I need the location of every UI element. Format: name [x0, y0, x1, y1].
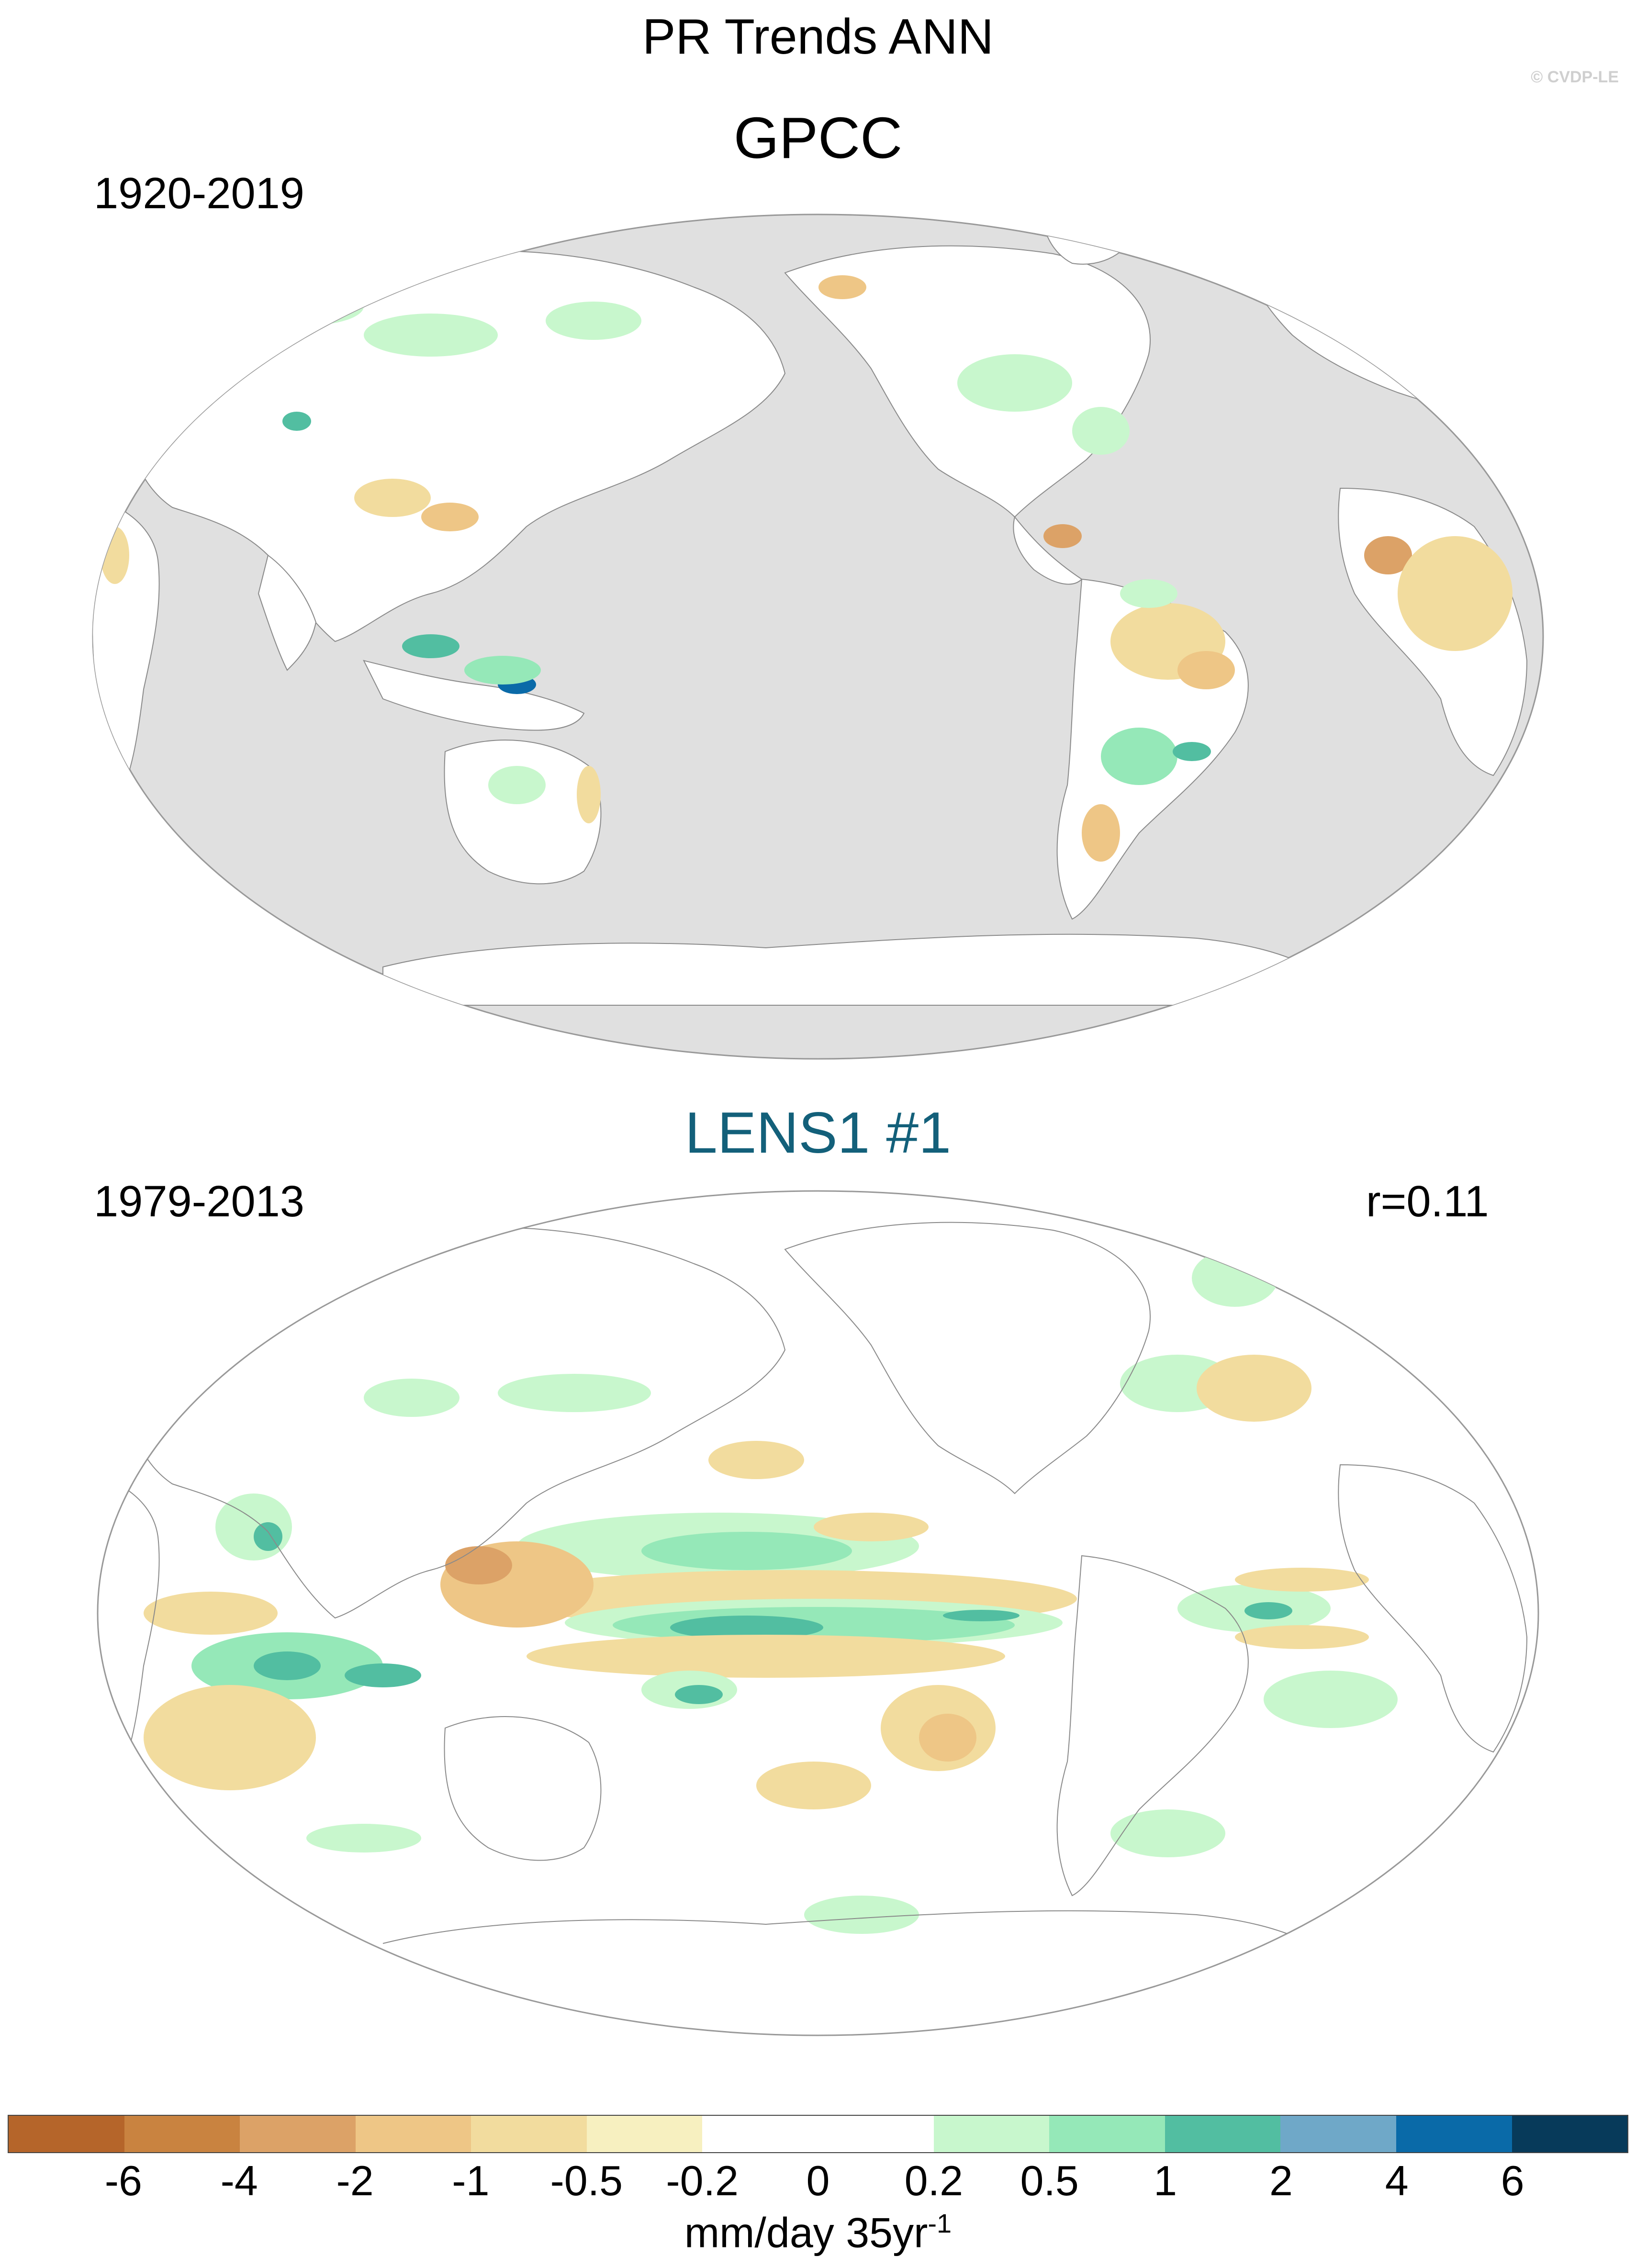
land-eurasia	[131, 250, 786, 642]
figure-title: PR Trends ANN	[642, 9, 994, 65]
colorbar-swatch	[471, 2116, 587, 2152]
colorbar-swatch	[355, 2116, 471, 2152]
panel-1-map	[92, 213, 1544, 1060]
colorbar-tick-label: -0.5	[550, 2157, 623, 2204]
colorbar-swatch	[1396, 2116, 1512, 2152]
colorbar-tick-label: -0.2	[666, 2157, 739, 2204]
colorbar-tick-label: 4	[1385, 2157, 1409, 2204]
copyright-label: © CVDP-LE	[1531, 68, 1619, 86]
land-australia	[444, 740, 602, 885]
map-2-trend-patches	[144, 1245, 1398, 1934]
panel-2-map	[97, 1190, 1539, 2036]
colorbar-swatch	[124, 2116, 240, 2152]
colorbar-tick-label: 0.5	[1020, 2157, 1079, 2204]
colorbar-swatch	[586, 2116, 703, 2152]
colorbar-tick-label: 6	[1501, 2157, 1524, 2204]
panel-1-title: GPCC	[733, 105, 903, 170]
colorbar-swatch	[1165, 2116, 1281, 2152]
land-central-america	[1013, 516, 1083, 585]
colorbar-tick-label: 0	[806, 2157, 830, 2204]
map-1-trend-patches	[101, 214, 1513, 862]
colorbar-tick-label: -6	[104, 2157, 142, 2204]
colorbar-units-text: mm/day 35yr	[684, 2209, 928, 2257]
colorbar	[8, 2115, 1628, 2153]
colorbar-swatch	[702, 2116, 818, 2152]
colorbar-swatch	[9, 2116, 124, 2152]
panel-2-correlation: r=0.11	[1366, 1177, 1489, 1226]
land-india	[258, 554, 317, 671]
colorbar-tick-label: 2	[1269, 2157, 1293, 2204]
colorbar-tick-label: 1	[1154, 2157, 1177, 2204]
colorbar-tick-label: -1	[452, 2157, 490, 2204]
colorbar-swatch	[933, 2116, 1050, 2152]
colorbar-tick-label: -4	[220, 2157, 258, 2204]
map-2-coastlines	[98, 1222, 1528, 1982]
colorbar-swatch	[1280, 2116, 1396, 2152]
colorbar-tick-label: 0.2	[904, 2157, 964, 2204]
colorbar-tick-label: -2	[336, 2157, 374, 2204]
panel-2-period: 1979-2013	[94, 1177, 304, 1226]
land-maritime	[363, 660, 585, 731]
colorbar-units: mm/day 35yr-1	[0, 2208, 1636, 2257]
panel-1-period: 1920-2019	[94, 169, 304, 218]
colorbar-labels: -6 -4 -2 -1 -0.5 -0.2 0 0.2 0.5 1 2 4 6	[0, 2156, 1636, 2209]
colorbar-swatch	[1512, 2116, 1628, 2152]
panel-2-title: LENS1 #1	[684, 1100, 952, 1165]
colorbar-units-exponent: -1	[928, 2208, 952, 2238]
colorbar-swatch	[818, 2116, 934, 2152]
colorbar-swatch	[240, 2116, 356, 2152]
colorbar-swatch	[1049, 2116, 1165, 2152]
